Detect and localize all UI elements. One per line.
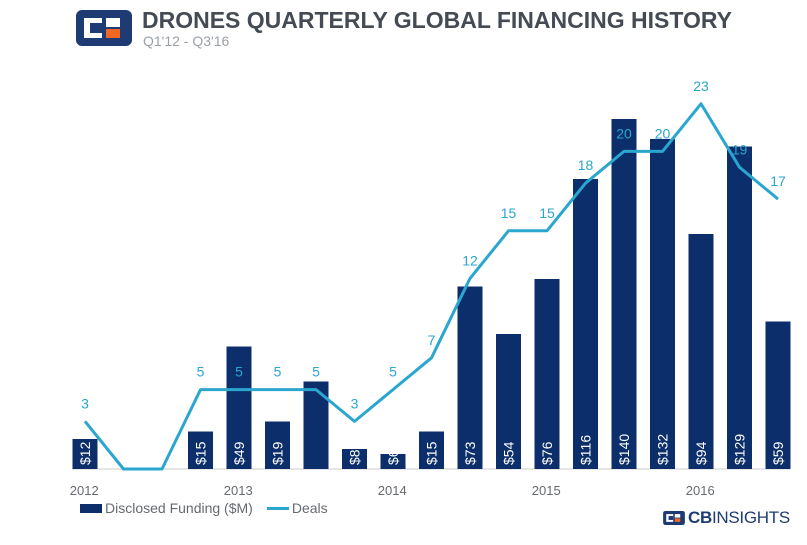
deal-count-label: 5 [389, 364, 397, 380]
deal-count-label: 3 [351, 395, 359, 411]
bar-value-label: $132 [655, 434, 671, 465]
bar-value-label: $54 [501, 441, 517, 465]
x-tick-label: 2013 [224, 483, 253, 498]
deal-count-label: 5 [235, 364, 243, 380]
deal-count-label: 3 [81, 395, 89, 411]
bar-value-label: $116 [578, 435, 594, 465]
deal-count-label: 20 [616, 125, 632, 141]
chart-title: DRONES QUARTERLY GLOBAL FINANCING HISTOR… [142, 7, 732, 33]
x-tick-label: 2015 [532, 483, 561, 498]
bar [611, 119, 637, 469]
deal-count-label: 5 [274, 364, 282, 380]
bar-value-label: $49 [231, 441, 247, 465]
cb-insights-logo [76, 10, 132, 46]
legend-line-swatch [266, 506, 289, 510]
deal-count-label: 18 [578, 157, 594, 173]
deal-count-label: 15 [539, 205, 555, 221]
bar [303, 381, 329, 469]
bar-value-label: $140 [616, 434, 632, 465]
deal-count-label: 17 [770, 173, 786, 189]
deal-count-label: 5 [197, 364, 205, 380]
x-tick-label: 2014 [378, 483, 407, 498]
bar-value-label: $59 [770, 441, 786, 465]
deal-count-label: 15 [501, 205, 517, 221]
brand: CBINSIGHTS [663, 508, 790, 528]
deal-count-label: 7 [428, 332, 436, 348]
bar [72, 439, 98, 469]
bar-value-label: $15 [424, 441, 440, 465]
deal-count-label: 19 [732, 141, 748, 157]
bar-value-label: $12 [77, 441, 93, 465]
legend-bar-swatch [80, 503, 102, 513]
bar [188, 431, 213, 469]
bar [265, 421, 290, 469]
legend-bar-label: Disclosed Funding ($M) [105, 500, 253, 516]
bar [765, 321, 791, 469]
bar [457, 286, 483, 469]
bar [226, 346, 252, 469]
bar [727, 146, 752, 469]
bar [496, 334, 521, 469]
bar [573, 179, 598, 469]
bar-value-label: $129 [732, 434, 748, 465]
legend-line-label: Deals [291, 500, 328, 516]
bar-value-label: $73 [462, 441, 478, 465]
bar-value-label: $76 [539, 441, 555, 465]
chart-subtitle: Q1'12 - Q3'16 [143, 33, 230, 49]
brand-name: CBINSIGHTS [688, 508, 790, 527]
deal-count-label: 23 [693, 78, 709, 94]
bar [380, 454, 406, 469]
bar-value-label: $15 [193, 441, 209, 465]
brand-logo-icon [663, 511, 685, 525]
bar-value-label: $94 [693, 441, 709, 465]
deal-count-label: 20 [655, 125, 671, 141]
legend: Disclosed Funding ($M) Deals [80, 500, 328, 516]
bar [342, 449, 367, 469]
bar-value-label: $8 [347, 449, 363, 465]
bar-value-label: $6 [385, 449, 401, 465]
x-tick-label: 2012 [70, 483, 99, 498]
bar [419, 431, 444, 469]
bar [534, 279, 560, 469]
deals-line [83, 102, 779, 471]
deal-count-label: 12 [462, 252, 478, 268]
deal-count-label: 5 [312, 364, 320, 380]
bar [688, 234, 714, 469]
bar-value-label: $19 [270, 441, 286, 465]
x-tick-label: 2016 [686, 483, 715, 498]
bar [650, 139, 675, 469]
